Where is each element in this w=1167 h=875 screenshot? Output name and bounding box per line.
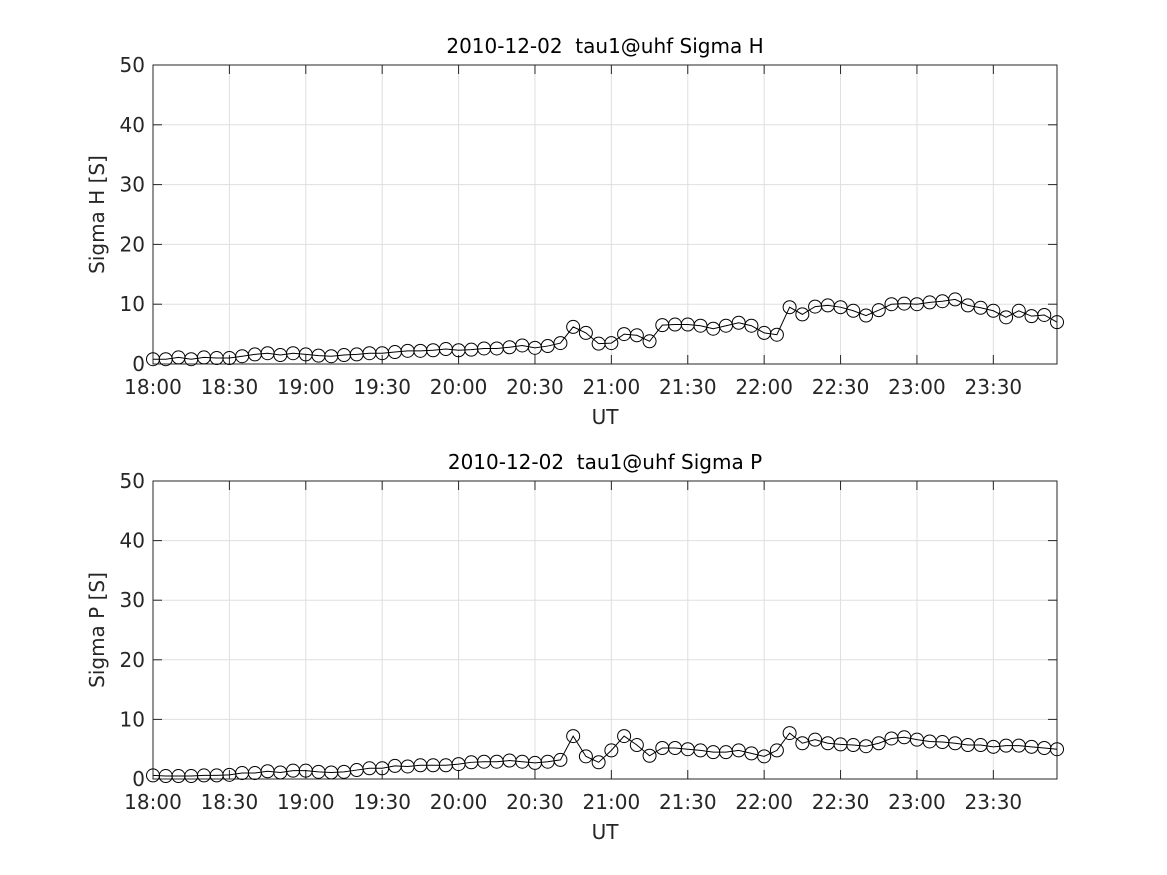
x-tick-label: 22:00: [735, 375, 793, 399]
data-marker: [1011, 303, 1026, 318]
data-marker: [1050, 315, 1064, 330]
x-tick-label: 19:30: [353, 790, 411, 814]
data-marker: [604, 743, 619, 758]
data-marker: [871, 303, 886, 318]
x-tick-label: 21:00: [583, 375, 641, 399]
y-tick-label: 50: [120, 53, 145, 77]
x-tick-label: 22:30: [812, 790, 870, 814]
data-marker: [808, 732, 823, 747]
y-axis-label: Sigma H [S]: [85, 155, 109, 274]
data-marker: [795, 307, 810, 322]
data-marker: [553, 752, 568, 767]
y-tick-label: 30: [120, 588, 145, 612]
data-marker: [769, 743, 784, 758]
data-marker: [566, 729, 581, 744]
x-tick-label: 20:30: [506, 790, 564, 814]
x-tick-label: 23:00: [888, 375, 946, 399]
x-tick-label: 18:30: [201, 375, 259, 399]
y-tick-label: 50: [120, 469, 145, 493]
y-tick-label: 0: [132, 767, 145, 791]
x-tick-label: 23:00: [888, 790, 946, 814]
plot-area: [153, 65, 1057, 364]
data-marker: [871, 736, 886, 751]
x-axis-label: UT: [592, 820, 620, 844]
x-tick-label: 21:30: [659, 375, 717, 399]
x-tick-label: 20:00: [430, 790, 488, 814]
plot-area: [153, 481, 1057, 779]
y-tick-label: 10: [120, 707, 145, 731]
data-line: [152, 732, 1058, 777]
data-marker: [566, 319, 581, 334]
y-axis-label: Sigma P [S]: [85, 572, 109, 688]
data-marker: [1037, 307, 1052, 322]
x-tick-label: 18:00: [124, 790, 182, 814]
data-marker: [642, 748, 657, 763]
x-tick-label: 23:30: [965, 790, 1023, 814]
data-marker: [782, 300, 797, 315]
data-marker: [859, 308, 874, 323]
chart-title: 2010-12-02 tau1@uhf Sigma P: [448, 450, 762, 474]
y-tick-label: 0: [132, 352, 145, 376]
data-marker: [1050, 742, 1064, 757]
x-axis-label: UT: [592, 405, 620, 429]
data-marker: [795, 736, 810, 751]
data-marker: [629, 328, 644, 343]
y-tick-label: 20: [120, 232, 145, 256]
x-tick-label: 21:00: [583, 790, 641, 814]
chart-title: 2010-12-02 tau1@uhf Sigma H: [446, 34, 763, 58]
x-tick-label: 22:30: [812, 375, 870, 399]
data-marker: [782, 726, 797, 741]
data-marker: [986, 303, 1001, 318]
x-tick-label: 19:00: [277, 375, 335, 399]
y-tick-label: 40: [120, 529, 145, 553]
x-tick-label: 19:30: [353, 375, 411, 399]
data-marker: [769, 327, 784, 342]
y-tick-label: 30: [120, 173, 145, 197]
x-tick-label: 18:00: [124, 375, 182, 399]
x-tick-label: 19:00: [277, 790, 335, 814]
x-tick-label: 20:00: [430, 375, 488, 399]
x-tick-label: 18:30: [201, 790, 259, 814]
data-marker: [578, 325, 593, 340]
data-marker: [744, 318, 759, 333]
data-marker: [833, 300, 848, 315]
data-marker: [642, 334, 657, 349]
data-marker: [629, 738, 644, 753]
data-marker: [757, 749, 772, 764]
data-marker: [604, 336, 619, 351]
data-marker: [617, 729, 632, 744]
y-tick-label: 20: [120, 648, 145, 672]
axes-box: [152, 64, 1058, 365]
data-marker: [999, 310, 1014, 325]
x-tick-label: 22:00: [735, 790, 793, 814]
y-tick-label: 10: [120, 292, 145, 316]
data-marker: [948, 292, 963, 307]
x-tick-label: 20:30: [506, 375, 564, 399]
x-tick-label: 21:30: [659, 790, 717, 814]
y-tick-label: 40: [120, 113, 145, 137]
data-marker: [591, 755, 606, 770]
data-marker: [846, 303, 861, 318]
data-marker: [553, 336, 568, 351]
data-marker: [578, 749, 593, 764]
axes-box: [152, 480, 1058, 780]
x-tick-label: 23:30: [965, 375, 1023, 399]
